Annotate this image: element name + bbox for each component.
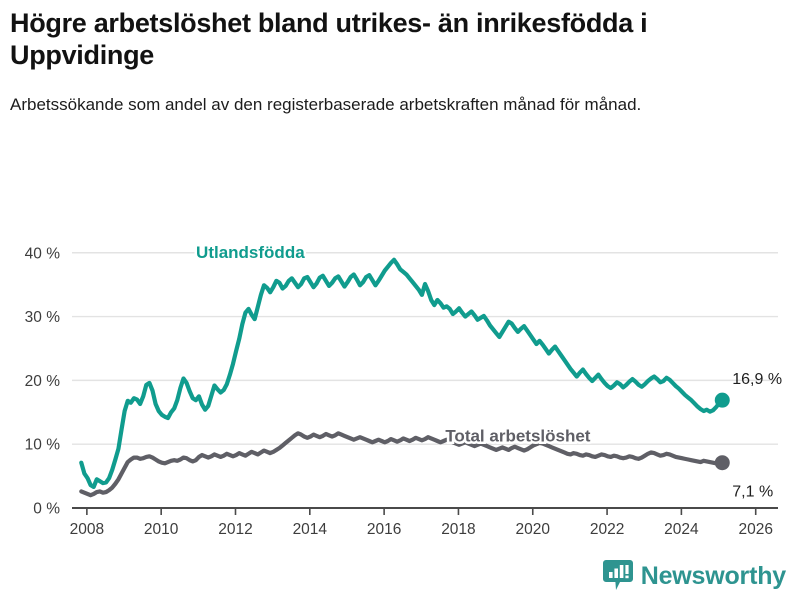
x-tick-label: 2020: [516, 521, 551, 535]
brand-footer: Newsworthy: [602, 560, 786, 592]
x-tick-label: 2012: [218, 521, 252, 535]
x-tick-label: 2026: [738, 521, 772, 535]
series-line-1: [79, 431, 725, 498]
series-label-0: Utlandsfödda: [196, 243, 305, 262]
line-chart: 0 % 10 % 20 % 30 % 40 % 2008 2010 2012 2014 2016 2…: [25, 240, 782, 535]
series-line-0: [79, 257, 725, 490]
y-tick-label: 10 %: [25, 437, 61, 454]
y-tick-label: 40 %: [25, 245, 61, 262]
x-tick-label: 2008: [70, 521, 104, 535]
y-tick-label: 30 %: [25, 309, 61, 326]
page-title: Högre arbetslöshet bland utrikes- än inr…: [10, 8, 648, 70]
series-end-marker-0: [714, 392, 730, 408]
x-tick-label: 2022: [590, 521, 624, 535]
series-end-marker-1: [714, 455, 730, 471]
x-tick-label: 2018: [441, 521, 475, 535]
x-tick-label: 2016: [367, 521, 401, 535]
x-tick-label: 2010: [144, 521, 179, 535]
y-tick-label: 20 %: [25, 373, 61, 390]
x-tick-label: 2014: [293, 521, 328, 535]
y-tick-label: 0 %: [33, 501, 60, 518]
x-tick-label: 2024: [664, 521, 699, 535]
series-end-value-1: 7,1 %: [732, 484, 773, 501]
chart-plot-area: 0 % 10 % 20 % 30 % 40 % 2008 2010 2012 2014 2016 2…: [0, 205, 800, 535]
chart-subtitle: Arbetssökande som andel av den registerb…: [10, 94, 642, 114]
series-label-1: Total arbetslöshet: [445, 427, 590, 446]
bar-chart-bubble-icon: [602, 560, 633, 590]
brand-name: Newsworthy: [640, 561, 786, 590]
series-end-value-0: 16,9 %: [732, 371, 782, 388]
